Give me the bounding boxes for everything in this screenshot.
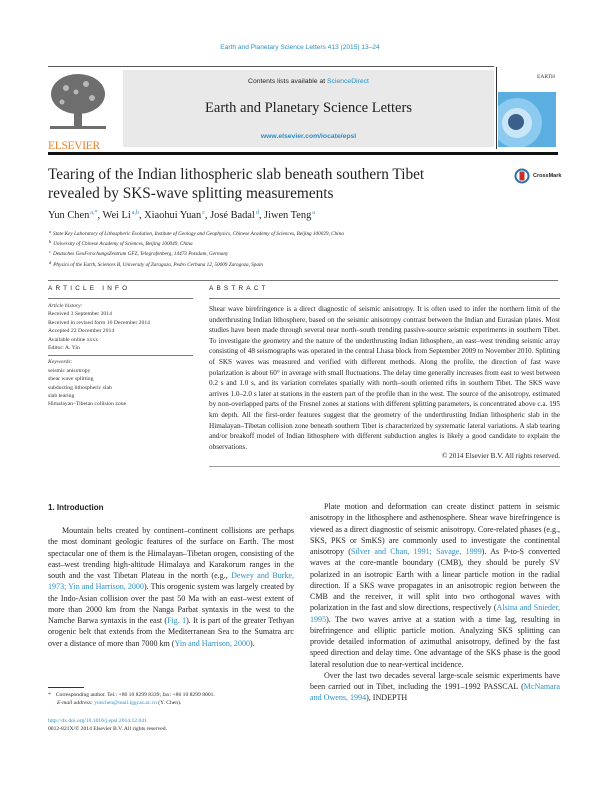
affiliation: d Physics of the Earth, Sciences B, Unive… <box>49 259 263 268</box>
divider <box>48 298 193 299</box>
corresponding-author: Corresponding author. Tel.: +86 10 8299 … <box>55 692 215 698</box>
elsevier-logo: ELSEVIER <box>48 72 108 152</box>
article-info-heading: ARTICLE INFO <box>48 285 131 292</box>
history-item: Available online xxxx <box>48 336 99 343</box>
divider <box>209 298 560 299</box>
figure-link[interactable]: Fig. 1 <box>167 616 187 625</box>
affiliation: b University of Chinese Academy of Scienc… <box>49 239 193 248</box>
history-item: Editor: A. Yin <box>48 345 80 352</box>
paragraph: Plate motion and deformation can create … <box>310 502 560 669</box>
contents-line: Contents lists available at ScienceDirec… <box>123 78 494 85</box>
article-info: Article history: Received 3 September 20… <box>48 302 193 409</box>
author[interactable]: Yun Chena,* <box>48 210 98 221</box>
doi-link[interactable]: http://dx.doi.org/10.1016/j.epsl.2014.12… <box>48 718 147 724</box>
divider <box>48 355 193 357</box>
left-column: Mountain belts created by continent–cont… <box>48 525 294 649</box>
doi-block: http://dx.doi.org/10.1016/j.epsl.2014.12… <box>48 717 167 734</box>
footnote: * Corresponding author. Tel.: +86 10 8299… <box>48 692 215 707</box>
citation-link[interactable]: Dewey and Burke, 1973; Yin and Harrison,… <box>48 571 295 592</box>
footnote-rule <box>48 687 84 688</box>
keyword: subducting lithospheric slab <box>48 384 112 391</box>
abstract-text: Shear wave birefringence is a direct dia… <box>209 305 560 451</box>
author[interactable]: José Badald <box>210 210 259 221</box>
crossmark-icon <box>514 168 530 184</box>
journal-citation[interactable]: Earth and Planetary Science Letters 413 … <box>220 44 380 51</box>
cover-title: EARTH <box>511 70 555 92</box>
author[interactable]: Jiwen Tenga <box>264 210 315 221</box>
publisher-name: ELSEVIER <box>48 140 100 152</box>
crossmark-button[interactable]: CrossMark <box>514 168 561 184</box>
paragraph: Mountain belts created by continent–cont… <box>48 526 295 648</box>
citation-link[interactable]: McNamara and Owens, 1994 <box>310 682 560 703</box>
history-item: Received in revised form 16 December 201… <box>48 319 151 326</box>
history-item: Accepted 22 December 2014 <box>48 328 115 335</box>
crossmark-label: CrossMark <box>533 173 562 179</box>
citation-link[interactable]: Alsina and Snieder, 1995 <box>310 603 560 624</box>
citation-link[interactable]: Yin and Harrison, 2000 <box>174 638 251 648</box>
tree-icon <box>48 72 108 134</box>
author[interactable]: Wei Lia,b <box>102 210 139 221</box>
keyword: seismic anisotropy <box>48 367 91 374</box>
history-label: Article history: <box>48 303 83 309</box>
header-rule <box>48 152 558 155</box>
paragraph: Over the last two decades several large-… <box>310 670 560 703</box>
email-label: E-mail address: <box>57 700 95 707</box>
author[interactable]: Xiaohui Yuanc <box>144 210 205 221</box>
divider <box>48 66 494 67</box>
keyword: Himalayan–Tibetan collision zone <box>48 401 127 408</box>
abstract-copyright: © 2014 Elsevier B.V. All rights reserved… <box>441 452 560 460</box>
keyword: shear wave splitting <box>48 376 94 383</box>
article-title: Tearing of the Indian lithospheric slab … <box>48 166 425 202</box>
affiliations: a State Key Laboratory of Lithospheric Ev… <box>48 228 344 269</box>
contents-label: Contents lists available at <box>248 78 328 85</box>
section-heading: 1. Introduction <box>48 503 104 512</box>
divider <box>48 280 558 281</box>
sciencedirect-link[interactable]: ScienceDirect <box>327 78 369 85</box>
affiliation: c Deutsches GeoForschungsZentrum GFZ, Tel… <box>49 249 229 258</box>
keywords-label: Keywords: <box>48 359 73 366</box>
journal-cover-image: EARTH <box>496 67 556 149</box>
history-item: Received 3 September 2014 <box>48 311 112 318</box>
abstract-heading: ABSTRACT <box>209 285 269 292</box>
author-list: Yun Chena,*, Wei Lia,b, Xiaohui Yuanc, J… <box>48 210 315 221</box>
journal-title: Earth and Planetary Science Letters <box>205 100 412 116</box>
email-link[interactable]: yunchen@mail.iggcas.ac.cn <box>94 700 157 707</box>
citation-link[interactable]: Silver and Chan, 1991; Savage, 1999 <box>350 547 482 556</box>
affiliation: a State Key Laboratory of Lithospheric Ev… <box>49 229 344 237</box>
right-column: Plate motion and deformation can create … <box>310 501 560 704</box>
journal-banner: Contents lists available at ScienceDirec… <box>123 70 494 147</box>
issn-line: 0012-821X/© 2014 Elsevier B.V. All right… <box>48 726 167 733</box>
divider <box>209 466 560 467</box>
journal-url-link[interactable]: www.elsevier.com/locate/epsl <box>260 133 357 140</box>
keyword: slab tearing <box>48 393 75 400</box>
